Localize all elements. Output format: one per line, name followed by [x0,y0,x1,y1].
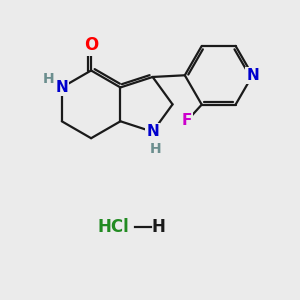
Text: H: H [43,72,54,86]
Text: N: N [246,68,259,83]
Text: F: F [182,113,192,128]
Text: O: O [84,37,98,55]
Text: HCl: HCl [97,218,129,236]
Text: N: N [146,124,159,139]
Text: N: N [56,80,68,95]
Text: H: H [150,142,161,156]
Text: H: H [152,218,166,236]
